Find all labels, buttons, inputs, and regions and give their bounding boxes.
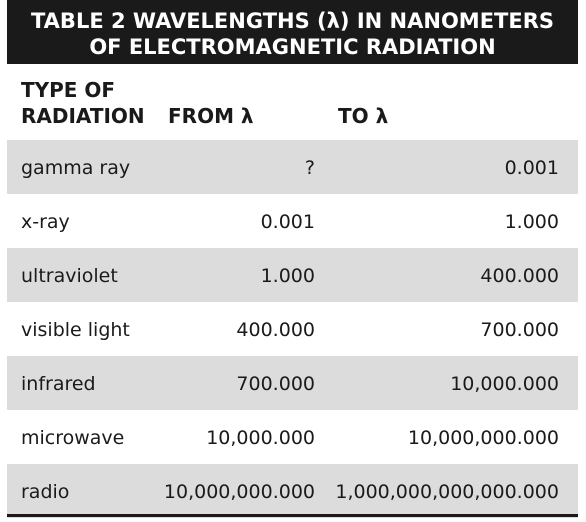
- column-header: FROM λ: [168, 104, 254, 128]
- table-cell: 1.000: [260, 265, 315, 287]
- title-bar: [7, 0, 578, 64]
- table-row: microwave 10,000.000 10,000,000.000: [7, 410, 578, 464]
- table-cell: 10,000.000: [450, 373, 559, 395]
- table-cell: infrared: [21, 373, 96, 395]
- table-cell: 0.001: [504, 157, 559, 179]
- table-cell: gamma ray: [21, 157, 131, 179]
- table-row: radio 10,000,000.000 1,000,000,000,000.000: [7, 464, 578, 518]
- table-cell: 10,000,000.000: [407, 427, 559, 449]
- column-header: TO λ: [338, 104, 389, 128]
- table-cell: x-ray: [21, 211, 70, 233]
- table-cell: visible light: [21, 319, 130, 341]
- table-cell: 10,000.000: [206, 427, 315, 449]
- table-cell: 400.000: [480, 265, 559, 287]
- table-cell: ultraviolet: [21, 265, 118, 287]
- table-cell: 400.000: [236, 319, 315, 341]
- table-cell: 1.000: [504, 211, 559, 233]
- table-title: OF ELECTROMAGNETIC RADIATION: [89, 35, 496, 59]
- table-cell: ?: [304, 157, 315, 179]
- column-header: RADIATION: [21, 104, 145, 128]
- table-row: ultraviolet 1.000 400.000: [7, 248, 578, 302]
- table-cell: 1,000,000,000,000.000: [335, 481, 559, 503]
- table-cell: microwave: [21, 427, 125, 449]
- table-row: visible light 400.000 700.000: [7, 302, 578, 356]
- bottom-rule: [7, 514, 578, 517]
- column-header: TYPE OF: [21, 78, 116, 102]
- table-row: infrared 700.000 10,000.000: [7, 356, 578, 410]
- table-cell: 700.000: [236, 373, 315, 395]
- table-cell: 700.000: [480, 319, 559, 341]
- table-cell: 10,000,000.000: [163, 481, 315, 503]
- table-row: gamma ray? 0.001: [7, 140, 578, 194]
- table-cell: radio: [21, 481, 70, 503]
- table-row: x-ray 0.001 1.000: [7, 194, 578, 248]
- table-cell: 0.001: [260, 211, 315, 233]
- table-title: TABLE 2 WAVELENGTHS (λ) IN NANOMETERS: [30, 9, 555, 33]
